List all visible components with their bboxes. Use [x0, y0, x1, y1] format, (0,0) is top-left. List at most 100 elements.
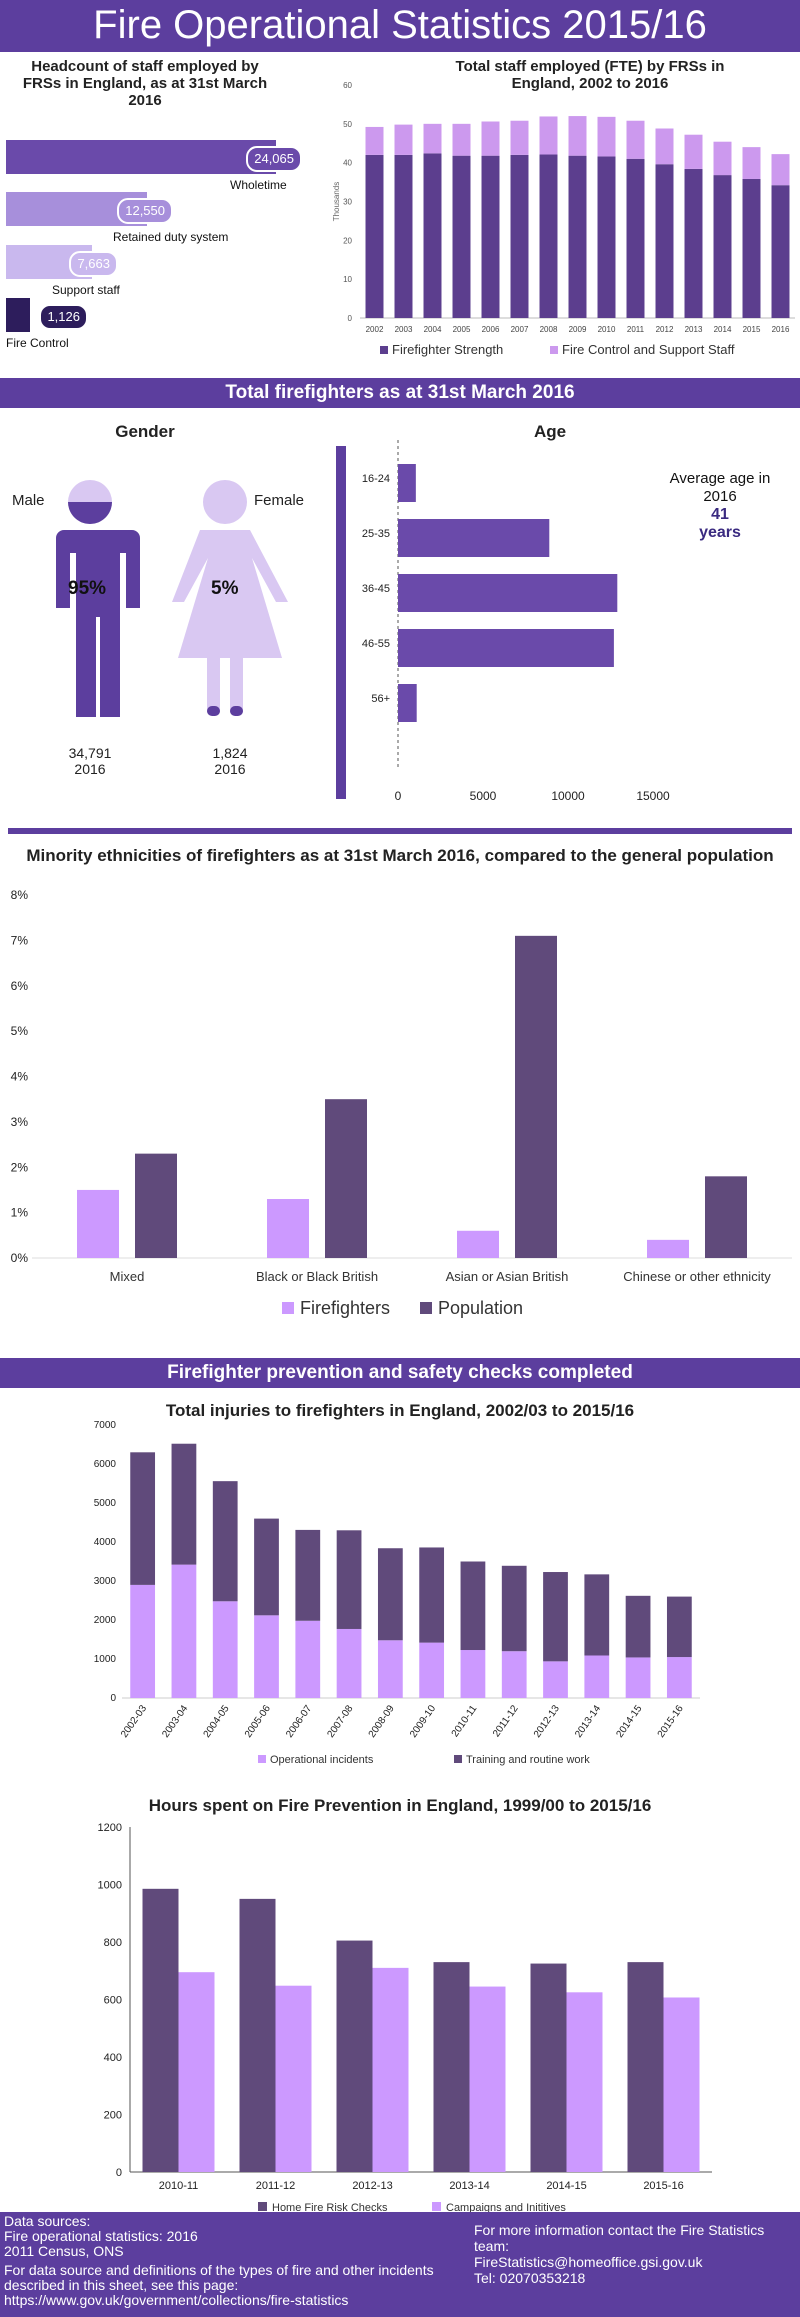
injuries-x-tick-label: 2014-15: [614, 1703, 644, 1740]
fte-bar-firefighter: [626, 158, 645, 318]
age-category-label: 46-55: [362, 638, 390, 650]
hours-y-tick-label: 600: [104, 1995, 122, 2007]
age-category-label: 16-24: [362, 473, 390, 485]
age-x-tick-label: 15000: [636, 789, 670, 803]
footer-definitions: For data source and definitions of the t…: [4, 2262, 434, 2293]
fte-legend-swatch: [380, 346, 388, 354]
headcount-bar: 24,065: [6, 140, 302, 174]
injuries-x-tick-label: 2010-11: [450, 1703, 480, 1739]
ethnicity-bar-population: [515, 935, 557, 1258]
ethnicity-legend-swatch: [282, 1302, 294, 1314]
fte-bar-support: [539, 116, 558, 155]
hours-x-tick-label: 2013-14: [449, 2180, 489, 2192]
hours-legend-swatch: [432, 2202, 441, 2211]
footer-sources-label: Data sources:: [4, 2213, 91, 2229]
headcount-title: Headcount of staff employed by FRSs in E…: [22, 58, 268, 109]
fte-bar-support: [365, 126, 384, 155]
age-bar: [398, 684, 417, 722]
footer-email-link[interactable]: FireStatistics@homeoffice.gsi.gov.uk: [474, 2254, 703, 2270]
female-count: 1,824: [212, 745, 248, 761]
fte-bar-support: [394, 124, 413, 155]
headcount-value-label: 7,663: [69, 251, 118, 277]
hours-x-tick-label: 2012-13: [352, 2180, 392, 2192]
age-category-label: 25-35: [362, 528, 390, 540]
hours-bar-campaigns: [178, 1972, 215, 2172]
hours-bar-campaigns: [275, 1985, 312, 2172]
average-age-unit: years: [699, 524, 741, 541]
injuries-bar-training: [543, 1572, 568, 1662]
hours-bar-home-checks: [433, 1962, 470, 2172]
fte-x-tick-label: 2008: [540, 325, 558, 334]
injuries-x-tick-label: 2004-05: [202, 1703, 232, 1740]
fte-bar-support: [655, 128, 674, 165]
headcount-value-label: 24,065: [246, 146, 302, 172]
hours-legend-swatch: [258, 2202, 267, 2211]
ethnicity-bar-firefighters: [457, 1230, 499, 1258]
male-year: 2016: [74, 761, 106, 777]
fte-bar-support: [510, 120, 529, 155]
headcount-category-label: Retained duty system: [113, 230, 229, 244]
male-figure-icon: [48, 480, 140, 717]
injuries-bar-training: [419, 1547, 445, 1643]
prevention-band: Firefighter prevention and safety checks…: [0, 1358, 800, 1388]
injuries-bar-training: [460, 1561, 486, 1651]
injuries-bar-training: [254, 1518, 279, 1616]
injuries-bar-operational: [666, 1657, 692, 1698]
injuries-y-tick-label: 6000: [94, 1459, 117, 1470]
age-chart: 16-24 25-35 36-45 46-55 56+ 0 5000 10000 15000: [362, 440, 670, 803]
hours-bar-home-checks: [336, 1940, 373, 2172]
fte-bar-firefighter: [742, 178, 761, 318]
footer-url-link[interactable]: https://www.gov.uk/government/collection…: [4, 2292, 349, 2308]
hours-bar-home-checks: [627, 1962, 664, 2172]
age-title: Age: [533, 422, 567, 441]
female-percent: 5%: [211, 578, 239, 599]
injuries-legend-label: Training and routine work: [466, 1754, 590, 1766]
age-divider: [336, 446, 346, 799]
injuries-x-tick-label: 2012-13: [532, 1703, 562, 1740]
ethnicity-y-tick-label: 1%: [11, 1206, 29, 1220]
footer-source-2: 2011 Census, ONS: [4, 2243, 124, 2259]
injuries-bar-operational: [171, 1564, 197, 1698]
fte-chart: Thousands 0 10 20 30 40 50 60 2002 2003 2004 2005 20…: [332, 81, 795, 357]
footer-contact: For more information contact the Fire St…: [474, 2222, 765, 2254]
ethnicity-x-tick-label: Asian or Asian British: [446, 1269, 569, 1284]
age-x-tick-label: 0: [395, 789, 402, 803]
hours-bar-campaigns: [469, 1986, 506, 2172]
injuries-x-tick-label: 2005-06: [243, 1703, 273, 1740]
headcount-bar: 1,126: [6, 298, 88, 332]
injuries-y-tick-label: 4000: [94, 1537, 117, 1548]
male-count: 34,791: [68, 745, 112, 761]
hours-y-tick-label: 1200: [98, 1822, 122, 1834]
firefighters-band: Total firefighters as at 31st March 2016: [0, 378, 800, 408]
ethnicity-bar-population: [325, 1099, 367, 1258]
injuries-x-tick-label: 2011-12: [491, 1703, 521, 1739]
hours-y-tick-label: 0: [116, 2167, 122, 2179]
fte-bar-support: [481, 121, 500, 156]
ethnicity-y-tick-label: 7%: [11, 933, 29, 947]
ethnicity-y-tick-label: 0%: [11, 1251, 29, 1265]
female-figure-icon: [172, 480, 288, 716]
hours-bar-home-checks: [530, 1963, 567, 2172]
fte-bar-firefighter: [481, 155, 500, 318]
ethnicity-x-tick-label: Mixed: [110, 1269, 145, 1284]
average-age-text: Average age in 2016: [669, 470, 771, 505]
hours-x-tick-label: 2014-15: [546, 2180, 586, 2192]
hours-legend-label: Campaigns and Inititives: [446, 2202, 566, 2212]
injuries-bar-training: [212, 1481, 238, 1602]
headcount-value-label: 12,550: [117, 198, 173, 224]
hours-x-tick-label: 2015-16: [643, 2180, 683, 2192]
fte-legend-swatch: [550, 346, 558, 354]
injuries-bar-operational: [460, 1650, 486, 1698]
fte-bar-firefighter: [365, 154, 384, 318]
fte-y-tick-label: 20: [343, 236, 352, 245]
hours-bar-campaigns: [566, 1992, 603, 2172]
fte-y-tick-label: 40: [343, 159, 352, 168]
injuries-y-tick-label: 1000: [94, 1654, 117, 1665]
injuries-legend-label: Operational incidents: [270, 1754, 374, 1766]
hours-legend-label: Home Fire Risk Checks: [272, 2202, 388, 2212]
injuries-legend-swatch: [258, 1755, 266, 1763]
fte-bar-support: [452, 123, 471, 156]
average-age-value: 41: [711, 506, 729, 523]
ethnicity-bar-population: [705, 1176, 747, 1258]
injuries-x-tick-label: 2003-04: [160, 1703, 190, 1740]
